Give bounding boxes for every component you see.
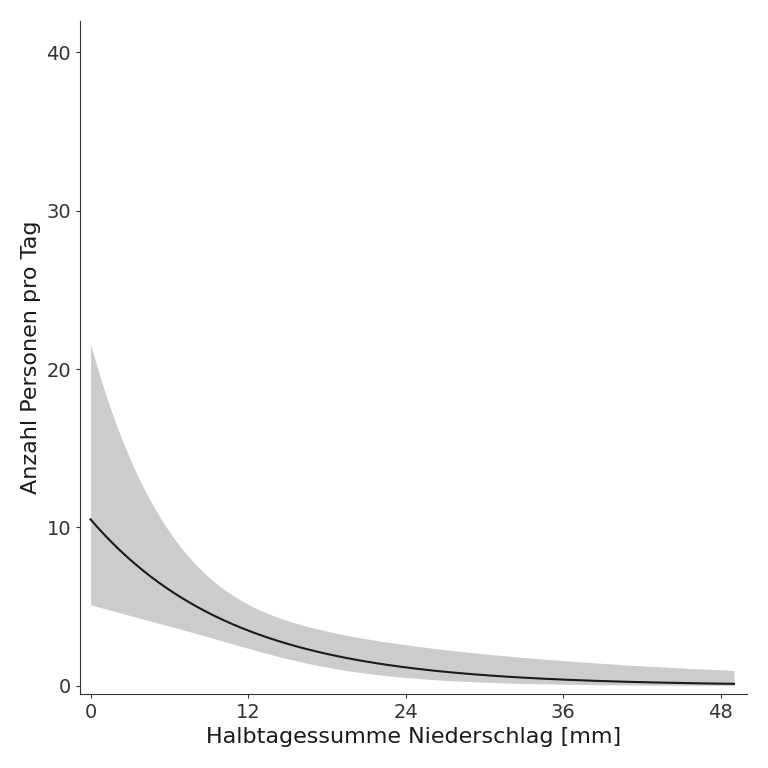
X-axis label: Halbtagessumme Niederschlag [mm]: Halbtagessumme Niederschlag [mm]: [206, 727, 621, 747]
Y-axis label: Anzahl Personen pro Tag: Anzahl Personen pro Tag: [21, 220, 41, 494]
